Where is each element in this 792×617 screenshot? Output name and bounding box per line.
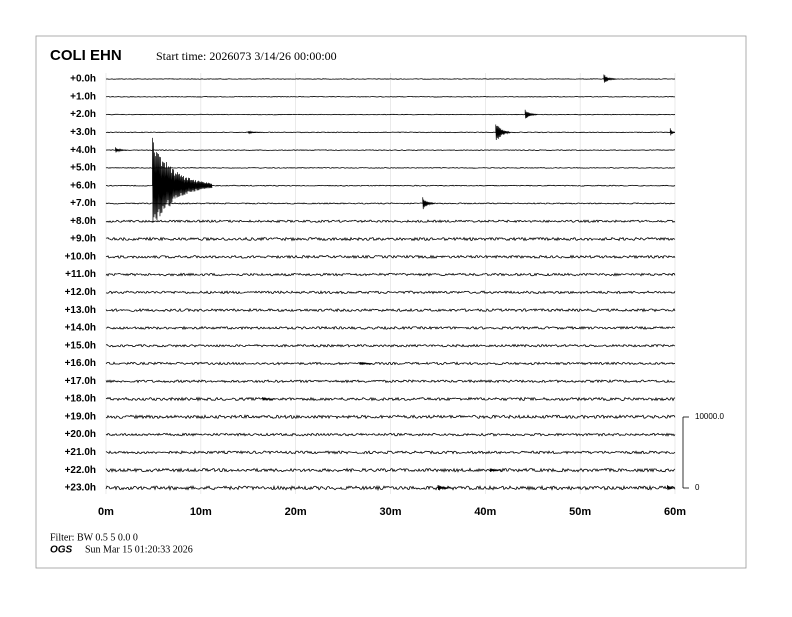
trace — [105, 113, 676, 116]
frame — [35, 35, 747, 569]
trace — [105, 272, 676, 277]
trace — [105, 236, 676, 242]
row-label: +7.0h — [70, 198, 96, 209]
row-label: +3.0h — [70, 127, 96, 138]
event — [437, 485, 451, 491]
row-label: +11.0h — [65, 269, 96, 280]
x-tick-label: 30m — [379, 506, 401, 518]
row-label: +13.0h — [65, 305, 96, 316]
trace — [105, 307, 676, 313]
event — [115, 147, 128, 153]
event — [247, 130, 261, 135]
x-tick-label: 50m — [569, 506, 591, 518]
trace — [105, 254, 676, 259]
x-tick-label: 40m — [474, 506, 496, 518]
trace — [105, 78, 676, 80]
event — [603, 74, 617, 83]
row-label: +22.0h — [65, 465, 96, 476]
row-label: +8.0h — [70, 216, 96, 227]
timestamp: Sun Mar 15 01:20:33 2026 — [85, 544, 193, 555]
x-tick-label: 0m — [98, 506, 114, 518]
event — [667, 485, 676, 491]
event — [422, 197, 436, 210]
event — [524, 109, 538, 119]
row-label: +14.0h — [65, 323, 96, 334]
x-tick-label: 20m — [285, 506, 307, 518]
trace — [105, 96, 676, 98]
trace — [105, 290, 676, 295]
row-label: +19.0h — [65, 411, 96, 422]
x-tick-label: 10m — [190, 506, 212, 518]
event — [359, 362, 373, 366]
trace — [105, 131, 676, 134]
row-label: +20.0h — [65, 429, 96, 440]
event — [669, 128, 676, 136]
row-label: +4.0h — [70, 145, 96, 156]
row-label: +9.0h — [70, 234, 96, 245]
chart-title: COLI EHN — [50, 47, 122, 64]
row-label: +2.0h — [70, 109, 96, 120]
row-label: +6.0h — [70, 180, 96, 191]
org: OGS — [50, 545, 73, 556]
row-label: +21.0h — [65, 447, 96, 458]
trace — [105, 202, 676, 205]
trace — [105, 484, 676, 492]
trace — [105, 219, 676, 224]
row-label: +1.0h — [70, 91, 96, 102]
trace — [105, 414, 676, 420]
row-label: +10.0h — [65, 251, 96, 262]
event — [152, 137, 213, 223]
row-label: +23.0h — [65, 483, 96, 494]
trace — [105, 379, 676, 384]
row-label: +0.0h — [70, 74, 96, 85]
trace — [105, 450, 676, 455]
trace — [105, 361, 676, 366]
trace — [105, 467, 676, 473]
filter: Filter: BW 0.5 5 0.0 0 — [50, 532, 138, 543]
row-label: +15.0h — [65, 340, 96, 351]
event — [262, 396, 275, 401]
trace — [105, 432, 676, 437]
event — [495, 124, 511, 141]
x-tick-label: 60m — [664, 506, 686, 518]
scale-label: 10000.0 — [695, 412, 724, 421]
scale-label: 0 — [695, 483, 700, 492]
trace — [105, 396, 676, 402]
event — [489, 468, 503, 473]
trace — [105, 325, 676, 330]
trace — [105, 167, 676, 169]
row-label: +17.0h — [65, 376, 96, 387]
row-label: +16.0h — [65, 358, 96, 369]
row-label: +12.0h — [65, 287, 96, 298]
row-label: +5.0h — [70, 163, 96, 174]
trace — [105, 149, 675, 151]
row-label: +18.0h — [65, 394, 96, 405]
trace — [105, 343, 676, 348]
subtitle: Start time: 2026073 3/14/26 00:00:00 — [156, 49, 337, 63]
